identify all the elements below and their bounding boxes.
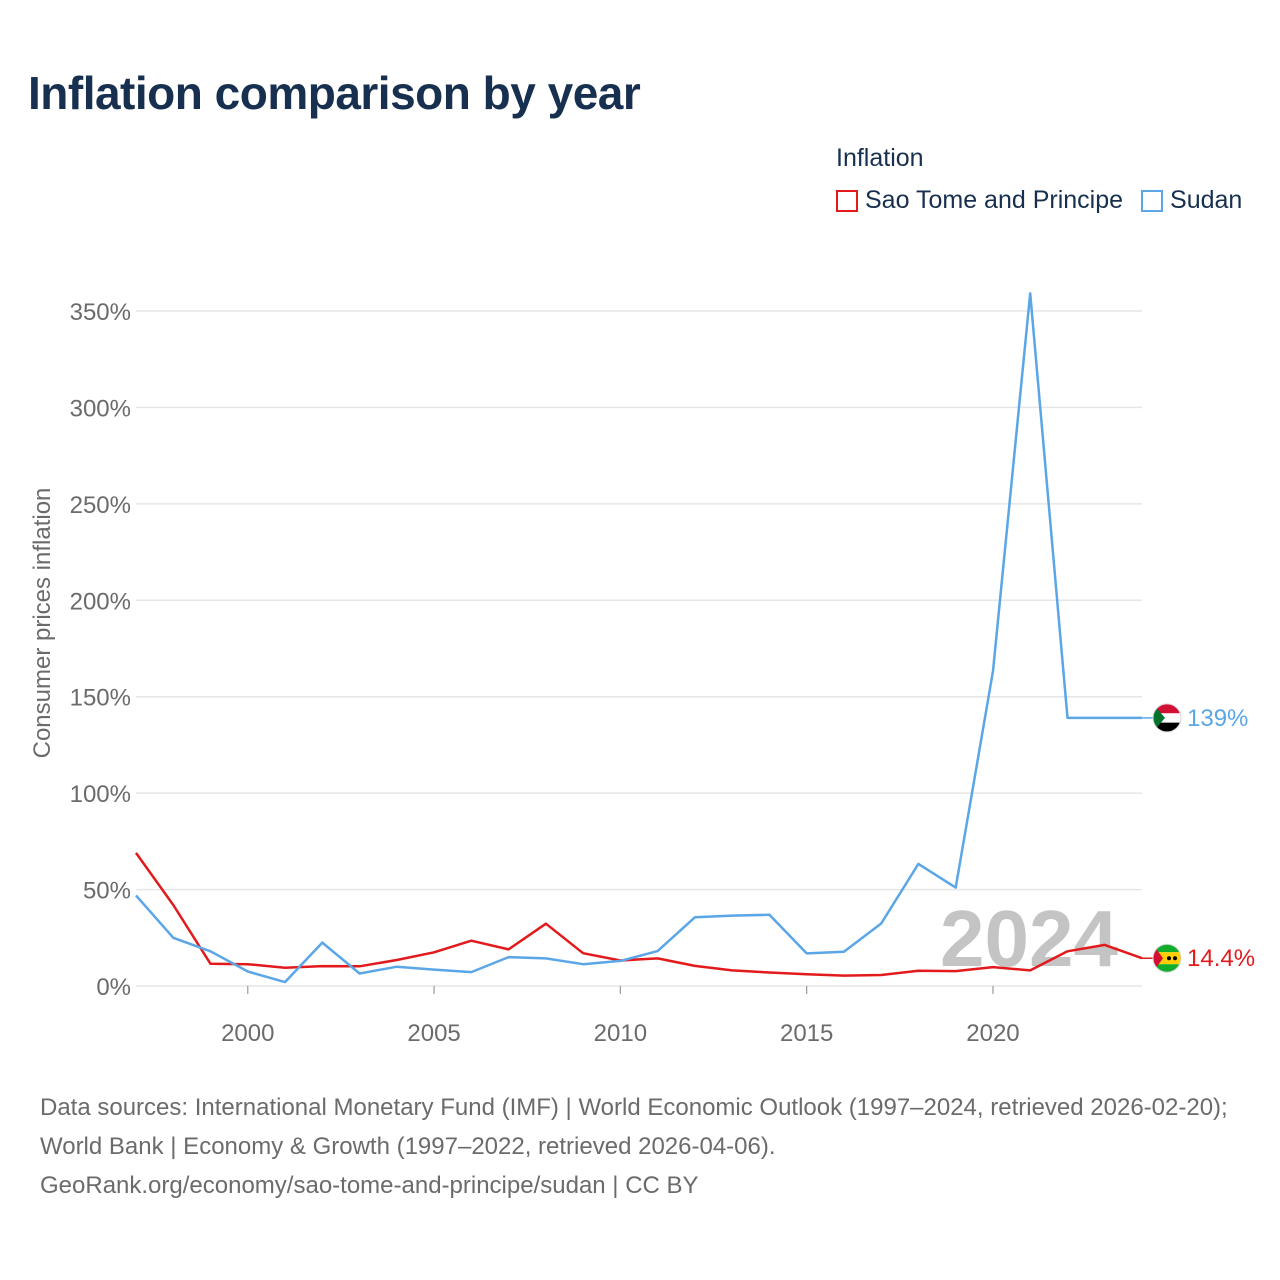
year-watermark: 2024 [940,894,1118,983]
series-end-labels: 14.4% 139% [1142,703,1255,973]
x-tick-label: 2000 [221,1020,274,1047]
y-axis-label: Consumer prices inflation [29,488,56,759]
flag-border [1152,943,1182,973]
series-lines [134,292,1143,984]
series-line-0 [134,852,1143,977]
footer: Data sources: International Monetary Fun… [40,1088,1250,1205]
sao-tome-and-principe-flag [1153,944,1181,973]
end-value-label: 139% [1187,705,1248,732]
x-tick-label: 2015 [780,1020,833,1047]
credit-link[interactable]: GeoRank.org/economy/sao-tome-and-princip… [40,1172,699,1199]
y-tick-label: 50% [83,878,131,905]
y-tick-label: 200% [70,588,131,615]
legend-swatch-sao-tome [836,189,858,212]
legend-title: Inflation [836,144,924,172]
y-tick-label: 350% [70,299,131,326]
end-value-label: 14.4% [1187,945,1255,972]
flag-border [1152,703,1182,733]
y-tick-label: 300% [70,395,131,422]
page-title: Inflation comparison by year [28,67,641,119]
sudan-flag [1153,703,1181,732]
legend-label-sudan: Sudan [1170,186,1243,214]
legend-item-sudan[interactable]: Sudan [1141,186,1242,215]
legend-label-sao-tome: Sao Tome and Principe [865,186,1124,214]
x-axis-ticks: 2000 2005 2010 2015 2020 [221,986,1020,1047]
y-tick-label: 250% [70,492,131,519]
series-line-1 [135,292,1142,984]
legend-item-sao-tome[interactable]: Sao Tome and Principe [836,186,1123,215]
y-tick-label: 150% [70,685,131,712]
legend-swatch-sudan [1141,189,1164,212]
y-axis-ticks: 0% 50% 100% 150% 200% 250% 300% 350% [70,299,131,1001]
y-tick-label: 0% [96,974,131,1001]
line-chart: 0%50%100%150%200%250%300%350% 2000 2005 20… [29,292,1255,1047]
y-tick-label: 100% [70,781,131,808]
x-tick-label: 2005 [407,1020,460,1047]
data-sources: Data sources: International Monetary Fun… [40,1094,1228,1160]
x-tick-label: 2010 [594,1020,647,1047]
legend: Sao Tome and Principe Sudan [836,186,1260,215]
grid-lines [136,310,1142,987]
x-tick-label: 2020 [966,1020,1019,1047]
